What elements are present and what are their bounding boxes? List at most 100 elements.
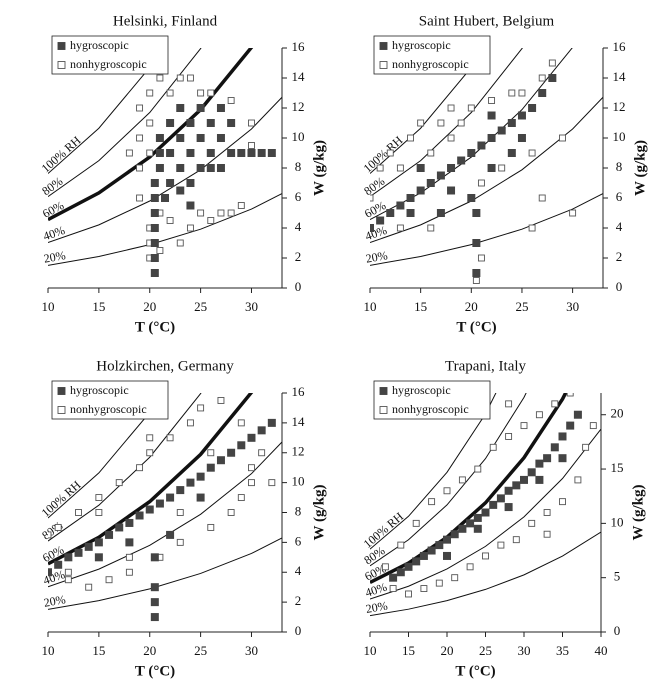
point-filled	[74, 548, 83, 557]
point-open	[472, 277, 480, 284]
point-filled	[427, 546, 436, 555]
y-tick-label: 10	[292, 129, 305, 144]
point-filled	[376, 216, 385, 225]
rh-curve	[48, 48, 163, 174]
point-filled	[48, 568, 52, 577]
point-open	[548, 59, 556, 67]
point-open	[528, 519, 536, 527]
point-open	[146, 149, 154, 157]
x-axis-label: T (°C)	[135, 663, 175, 679]
point-open	[64, 568, 72, 576]
point-filled	[186, 201, 195, 210]
point-open	[115, 479, 123, 487]
point-open	[386, 149, 394, 157]
y-tick-label: 12	[292, 99, 305, 114]
point-open	[457, 119, 465, 127]
point-filled	[472, 209, 481, 217]
point-open	[543, 530, 551, 538]
x-axis-label: T (°C)	[455, 663, 495, 679]
point-filled	[176, 186, 185, 195]
point-filled	[155, 149, 164, 157]
series	[381, 393, 597, 598]
point-open	[518, 89, 526, 97]
point-filled	[487, 111, 496, 120]
point-filled	[507, 149, 516, 157]
y-tick-label: 2	[616, 249, 623, 264]
point-open	[156, 247, 164, 254]
point-filled	[166, 179, 175, 187]
rh-label: 40%	[363, 223, 388, 243]
point-filled	[257, 149, 266, 157]
point-open	[125, 149, 133, 157]
point-filled	[150, 583, 159, 592]
point-filled	[150, 553, 159, 562]
y-tick-label: 14	[292, 69, 306, 84]
point-open	[176, 239, 184, 247]
point-open	[176, 74, 184, 82]
rh-label: 80%	[39, 174, 65, 198]
y-tick-label: 15	[611, 460, 624, 475]
point-filled	[520, 475, 528, 484]
x-tick-label: 25	[194, 643, 207, 658]
point-open	[105, 576, 113, 584]
point-filled	[504, 503, 513, 512]
point-open	[248, 464, 255, 472]
point-open	[227, 509, 235, 516]
point-filled	[186, 478, 195, 487]
point-filled	[566, 421, 575, 430]
point-filled	[247, 433, 256, 442]
point-filled	[481, 508, 490, 517]
point-open	[528, 224, 536, 232]
point-open	[535, 411, 543, 419]
point-open	[166, 217, 174, 224]
point-open	[412, 519, 420, 527]
point-open	[477, 179, 485, 187]
point-filled	[196, 164, 205, 172]
point-filled	[94, 553, 103, 562]
y-tick-label: 4	[295, 219, 302, 234]
point-open	[376, 164, 384, 172]
point-open	[248, 479, 255, 487]
point-filled	[64, 553, 73, 562]
point-filled	[436, 171, 445, 180]
point-open	[136, 134, 144, 142]
point-open	[268, 479, 276, 487]
point-open	[520, 422, 528, 430]
point-open	[207, 217, 215, 224]
series	[48, 397, 276, 591]
rh-curve	[48, 393, 163, 519]
point-open	[197, 404, 205, 412]
rh-curve	[48, 441, 282, 588]
point-open	[136, 104, 144, 112]
rh-curve	[48, 393, 202, 542]
point-open	[186, 419, 194, 427]
legend: hygroscopic nonhygroscopic	[373, 35, 491, 75]
point-open	[54, 523, 62, 531]
point-filled	[550, 443, 559, 452]
x-tick-label: 10	[42, 299, 55, 314]
point-filled	[527, 468, 536, 477]
point-filled	[166, 530, 175, 539]
rh-curve	[370, 48, 523, 198]
legend-marker	[57, 387, 66, 395]
rh-label: 80%	[361, 174, 387, 198]
point-filled	[389, 573, 398, 582]
y-tick-label: 16	[292, 384, 306, 399]
y-tick-label: 12	[292, 444, 305, 459]
point-open	[538, 194, 546, 202]
point-open	[435, 579, 443, 587]
point-open	[207, 89, 215, 97]
point-filled	[467, 149, 476, 157]
point-open	[512, 536, 520, 544]
point-filled	[473, 524, 482, 533]
point-filled	[84, 542, 93, 551]
point-open	[64, 576, 72, 584]
point-filled	[386, 209, 395, 217]
point-filled	[115, 523, 124, 532]
panel: Saint Hubert, Belgium 10 15 20 25 30 0 2 4 6 8 10 12…	[361, 13, 649, 335]
point-open	[437, 119, 445, 127]
point-open	[489, 443, 497, 451]
point-open	[543, 509, 551, 516]
